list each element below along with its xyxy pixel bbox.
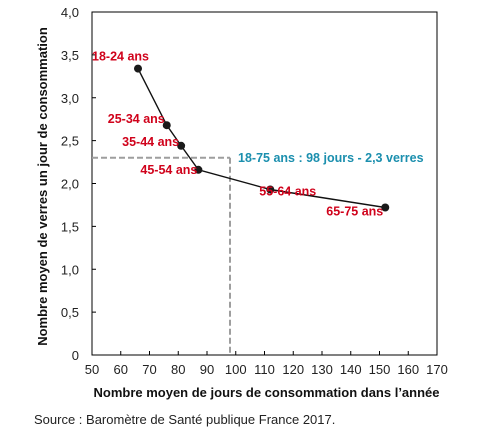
- x-axis-title: Nombre moyen de jours de consommation da…: [93, 385, 439, 400]
- axes: [91, 11, 438, 356]
- tick-labels: 50 60 70 80 90 100 110 120 130 140 150 160 170 0 0,5 1,…: [35, 5, 448, 400]
- x-tick-label: 130: [311, 362, 333, 377]
- x-tick-label: 140: [340, 362, 362, 377]
- data-label: 35-44 ans: [122, 135, 179, 149]
- data-point: [381, 203, 390, 212]
- x-tick-label: 70: [142, 362, 156, 377]
- x-tick-label: 150: [369, 362, 391, 377]
- y-tick-label: 2,0: [61, 177, 79, 192]
- y-axis-title: Nombre moyen de verres un jour de consom…: [35, 27, 50, 346]
- y-tick-label: 0: [72, 348, 79, 363]
- y-tick-label: 4,0: [61, 5, 79, 20]
- data-label: 18-24 ans: [92, 50, 149, 64]
- chart: 50 60 70 80 90 100 110 120 130 140 150 160 170 0 0,5 1,…: [35, 5, 448, 400]
- data-point: [162, 121, 171, 130]
- reference-lines: [92, 156, 231, 355]
- data-point: [266, 185, 275, 194]
- y-tick-label: 2,5: [61, 134, 79, 149]
- x-tick-label: 90: [200, 362, 214, 377]
- y-tick-label: 3,0: [61, 91, 79, 106]
- x-tick-label: 110: [254, 362, 275, 377]
- x-tick-label: 120: [282, 362, 304, 377]
- reference-label: 18-75 ans : 98 jours - 2,3 verres: [238, 151, 424, 165]
- data-point: [134, 64, 142, 73]
- series-line: [137, 68, 386, 209]
- data-point: [194, 165, 203, 174]
- x-tick-label: 50: [85, 362, 99, 377]
- y-tick-label: 1,5: [61, 219, 79, 234]
- data-point: [177, 141, 186, 150]
- x-tick-label: 100: [225, 362, 247, 377]
- series: [134, 64, 390, 212]
- y-tick-label: 1,0: [61, 262, 79, 277]
- data-label: 55-64 ans: [259, 185, 316, 199]
- x-tick-label: 60: [114, 362, 128, 377]
- data-label: 45-54 ans: [140, 163, 197, 177]
- x-tick-label: 160: [397, 362, 419, 377]
- annotations: 18-75 ans : 98 jours - 2,3 verres 18-24 a…: [92, 50, 424, 219]
- x-tick-label: 170: [426, 362, 448, 377]
- data-label: 65-75 ans: [326, 205, 383, 219]
- x-tick-label: 80: [171, 362, 185, 377]
- data-label: 25-34 ans: [108, 112, 165, 126]
- y-tick-label: 3,5: [61, 48, 79, 63]
- source-note: Source : Baromètre de Santé publique Fra…: [34, 412, 336, 427]
- y-tick-label: 0,5: [61, 305, 79, 320]
